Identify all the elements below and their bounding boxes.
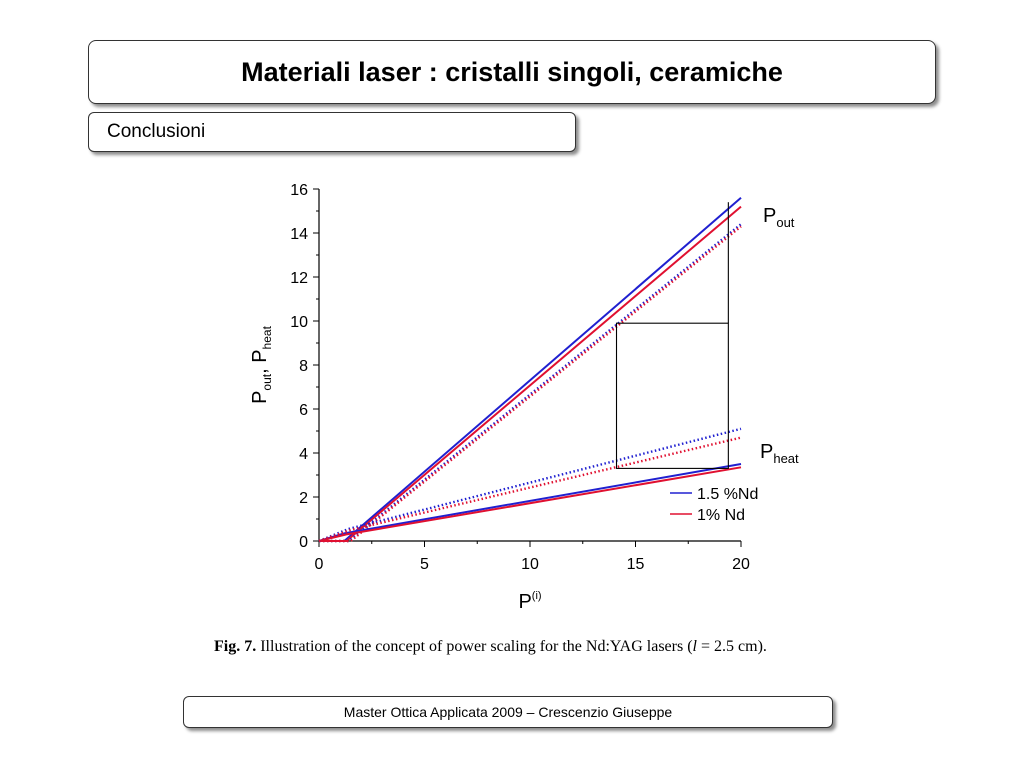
x-tick-label: 10 bbox=[521, 556, 539, 573]
legend-label: 1.5 %Nd bbox=[697, 486, 758, 503]
series-line-pheat-dotted bbox=[318, 427, 742, 543]
y-tick-label: 6 bbox=[299, 402, 308, 419]
slide-subtitle: Conclusioni bbox=[107, 121, 206, 142]
x-tick-label: 0 bbox=[315, 556, 324, 573]
x-axis-label: P(i) bbox=[518, 590, 541, 613]
caption-text-b: = 2.5 cm). bbox=[697, 638, 767, 655]
slide-footer: Master Ottica Applicata 2009 – Crescenzi… bbox=[343, 704, 673, 720]
caption-variable: l bbox=[692, 638, 697, 655]
annotation-rectangle bbox=[615, 322, 729, 469]
x-tick-label: 5 bbox=[420, 556, 429, 573]
figure-label: Fig. 7. bbox=[214, 638, 257, 655]
series-line-pout-dotted bbox=[319, 225, 742, 543]
caption-text-a: Illustration of the concept of power sca… bbox=[260, 638, 693, 655]
y-tick-label: 14 bbox=[290, 226, 308, 243]
y-axis-label: Pout, Pheat bbox=[249, 325, 274, 404]
series-line-pout-solid bbox=[319, 205, 742, 542]
subtitle-box: Conclusioni bbox=[88, 112, 576, 152]
slide-title: Materiali laser : cristalli singoli, cer… bbox=[241, 56, 783, 87]
y-tick-label: 16 bbox=[290, 182, 308, 199]
y-tick-label: 8 bbox=[299, 358, 308, 375]
y-tick-label: 10 bbox=[290, 314, 308, 331]
footer-box: Master Ottica Applicata 2009 – Crescenzi… bbox=[183, 696, 833, 728]
pout-curve-label: Pout bbox=[763, 205, 795, 230]
series-line-pout-solid bbox=[319, 197, 742, 542]
series-line-pheat-solid bbox=[318, 466, 742, 542]
x-tick-label: 20 bbox=[732, 556, 750, 573]
y-tick-label: 2 bbox=[299, 490, 308, 507]
title-box: Materiali laser : cristalli singoli, cer… bbox=[88, 40, 936, 104]
y-tick-label: 4 bbox=[299, 446, 308, 463]
pheat-curve-label: Pheat bbox=[760, 441, 799, 466]
y-tick-label: 0 bbox=[299, 534, 308, 551]
figure-caption: Fig. 7. Illustration of the concept of p… bbox=[214, 636, 828, 657]
y-tick-label: 12 bbox=[290, 270, 308, 287]
legend-label: 1% Nd bbox=[697, 507, 745, 524]
x-tick-label: 15 bbox=[627, 556, 645, 573]
series-line-pheat-dotted bbox=[318, 436, 742, 543]
power-scaling-chart: 0 2 4 6 8 10 12 14 16 0 5 10 15 20 P(i) Pout, Pheat Pout… bbox=[249, 182, 799, 613]
